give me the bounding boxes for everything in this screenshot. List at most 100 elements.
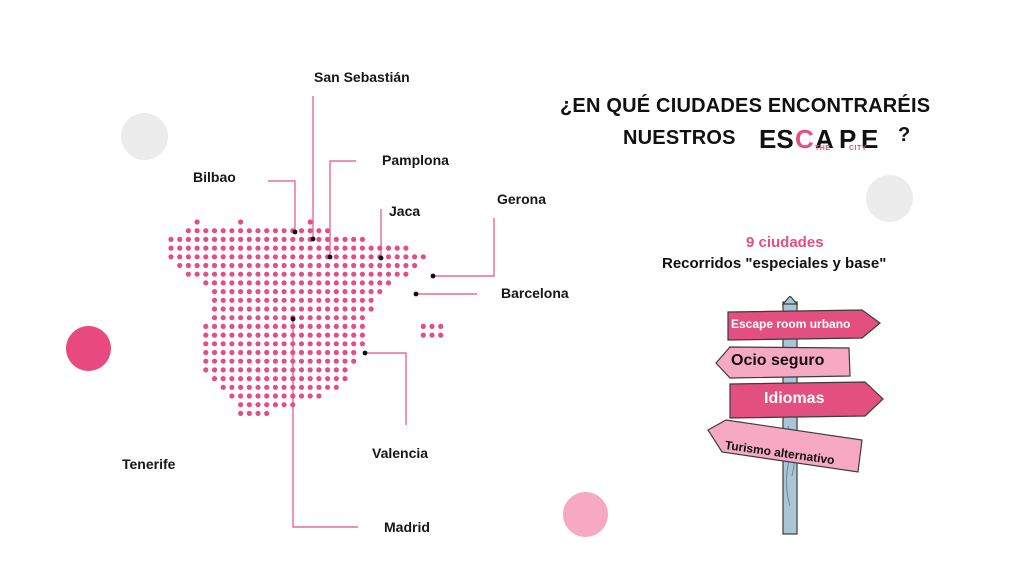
map-dot bbox=[281, 349, 287, 356]
map-dot bbox=[325, 245, 331, 251]
map-dot bbox=[290, 245, 296, 251]
map-dot bbox=[211, 358, 218, 364]
map-dot bbox=[264, 410, 270, 416]
map-dot bbox=[255, 271, 261, 277]
map-dot bbox=[220, 228, 226, 234]
map-dot bbox=[325, 332, 331, 338]
map-dot bbox=[333, 341, 339, 347]
map-dot bbox=[238, 367, 244, 373]
map-dot bbox=[333, 367, 339, 373]
map-dot bbox=[246, 306, 252, 312]
map-dot bbox=[281, 358, 287, 364]
map-dot bbox=[220, 236, 226, 242]
map-dot bbox=[246, 358, 252, 364]
map-dot bbox=[429, 323, 435, 329]
marker-barcelona bbox=[413, 291, 419, 297]
map-dot bbox=[246, 402, 252, 408]
map-dot bbox=[368, 254, 374, 260]
map-dot bbox=[255, 393, 261, 399]
map-dot bbox=[359, 323, 365, 329]
map-dot bbox=[272, 323, 278, 329]
map-dot bbox=[368, 262, 374, 269]
map-dot bbox=[342, 315, 348, 321]
sign-ocio-seguro: Ocio seguro bbox=[731, 352, 825, 369]
map-dot bbox=[307, 323, 313, 329]
map-dot bbox=[264, 280, 270, 286]
map-dot bbox=[220, 358, 226, 364]
decor-circle-pink-1 bbox=[66, 326, 111, 371]
map-dot bbox=[438, 323, 444, 329]
map-dot bbox=[229, 271, 235, 277]
map-dot bbox=[342, 367, 348, 373]
map-dot bbox=[377, 280, 383, 286]
map-dot bbox=[264, 393, 270, 399]
map-dot bbox=[281, 271, 287, 277]
map-dot bbox=[255, 349, 261, 356]
map-dot bbox=[246, 271, 252, 277]
map-dot bbox=[333, 271, 339, 277]
map-dot bbox=[316, 358, 322, 364]
map-dot bbox=[385, 245, 392, 251]
map-dot bbox=[238, 219, 244, 225]
map-dot bbox=[342, 323, 348, 329]
map-dot bbox=[333, 376, 339, 382]
map-dot bbox=[220, 306, 226, 312]
map-dot bbox=[220, 384, 226, 390]
map-dot bbox=[255, 280, 261, 286]
map-dot bbox=[351, 341, 357, 347]
map-dot bbox=[342, 254, 348, 260]
map-dot bbox=[290, 271, 296, 277]
map-dot bbox=[194, 254, 200, 260]
map-dot bbox=[333, 384, 339, 390]
map-dot bbox=[255, 323, 261, 329]
map-dot bbox=[194, 228, 200, 234]
map-dot bbox=[281, 262, 287, 269]
leader-gerona bbox=[433, 218, 495, 277]
map-dot bbox=[325, 341, 331, 347]
map-dot bbox=[246, 262, 252, 269]
map-dot bbox=[351, 280, 357, 286]
map-dot bbox=[255, 297, 261, 303]
map-dot bbox=[246, 332, 252, 338]
map-dot bbox=[342, 271, 348, 277]
map-dot bbox=[385, 254, 392, 260]
signpost-pole-top bbox=[781, 295, 799, 305]
marker-bilbao bbox=[292, 229, 298, 235]
map-dot bbox=[255, 306, 261, 312]
map-dot bbox=[325, 297, 331, 303]
escape-the-city-logo: ES C A P E THE CITY bbox=[759, 124, 891, 154]
map-dot bbox=[281, 332, 287, 338]
map-dot bbox=[359, 271, 365, 277]
map-dot bbox=[342, 358, 348, 364]
map-dot bbox=[177, 262, 183, 269]
map-dot bbox=[229, 315, 235, 321]
map-dot bbox=[420, 323, 426, 329]
map-dot bbox=[342, 376, 348, 382]
map-dot bbox=[281, 341, 287, 347]
map-dot bbox=[255, 384, 261, 390]
map-dot bbox=[333, 315, 339, 321]
map-dot bbox=[246, 228, 252, 234]
map-dot bbox=[351, 271, 357, 277]
map-dot bbox=[194, 271, 200, 277]
map-dot bbox=[316, 297, 322, 303]
map-dot bbox=[298, 315, 305, 321]
map-dot bbox=[281, 236, 287, 242]
city-label-valencia: Valencia bbox=[372, 445, 429, 461]
map-dot bbox=[272, 289, 278, 295]
map-dot bbox=[290, 236, 296, 242]
map-dot bbox=[211, 341, 218, 347]
marker-pamplona bbox=[327, 254, 333, 260]
sign-escape-room: Escape room urbano bbox=[731, 317, 851, 331]
map-dot bbox=[255, 367, 261, 373]
leader-madrid bbox=[292, 319, 358, 528]
map-dot bbox=[281, 280, 287, 286]
map-dot bbox=[264, 236, 270, 242]
map-dot bbox=[351, 315, 357, 321]
map-dot bbox=[385, 271, 392, 277]
map-dot bbox=[264, 254, 270, 260]
map-dot bbox=[168, 245, 174, 251]
map-dot bbox=[220, 245, 226, 251]
map-dot bbox=[412, 262, 418, 269]
map-dot bbox=[325, 289, 331, 295]
